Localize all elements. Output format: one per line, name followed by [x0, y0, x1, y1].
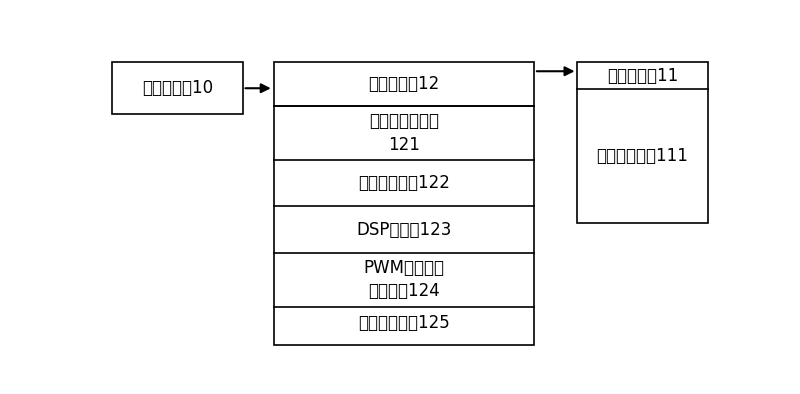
Bar — [112, 62, 242, 114]
Text: PWM电平转换
电路模块124: PWM电平转换 电路模块124 — [363, 259, 444, 301]
Text: 编码盘检测模块
121: 编码盘检测模块 121 — [369, 112, 438, 154]
Text: 功率驱动模块125: 功率驱动模块125 — [358, 314, 450, 332]
Bar — [274, 62, 534, 345]
Text: 直流无刷电机111: 直流无刷电机111 — [597, 147, 689, 165]
Text: 电流检测模块122: 电流检测模块122 — [358, 174, 450, 192]
Text: DSP处理器123: DSP处理器123 — [356, 221, 451, 239]
Bar — [578, 62, 708, 223]
Text: 纠偏传感有10: 纠偏传感有10 — [142, 79, 213, 97]
Text: 纠偏执行器11: 纠偏执行器11 — [607, 67, 678, 85]
Text: 纠偏控制有12: 纠偏控制有12 — [368, 75, 439, 93]
